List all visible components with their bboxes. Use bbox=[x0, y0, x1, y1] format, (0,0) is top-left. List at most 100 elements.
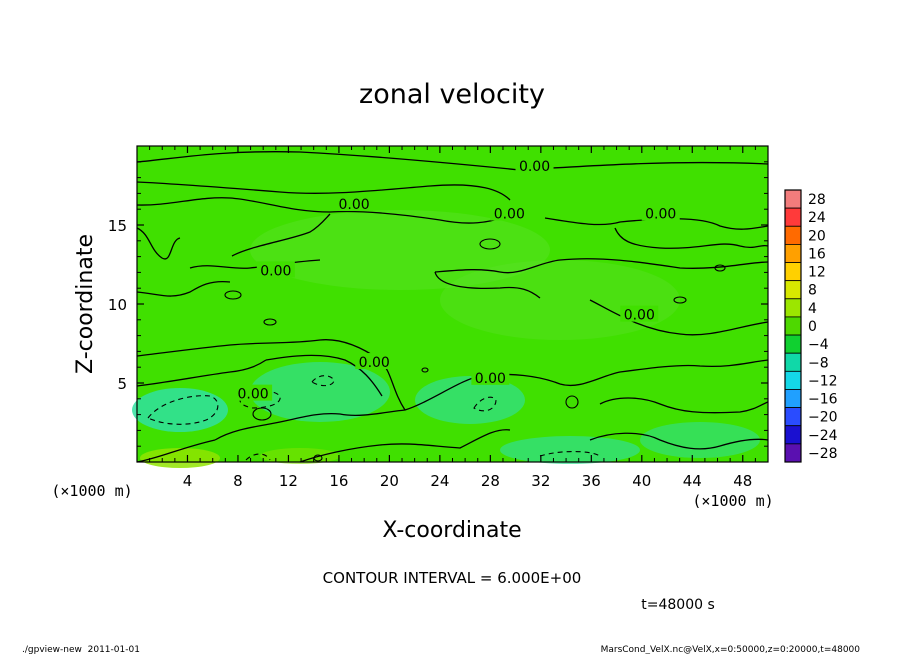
contour-line bbox=[599, 397, 769, 414]
contour-line bbox=[614, 227, 769, 249]
contour-labels: 0.00 0.00 0.00 0.00 0.00 0.00 0.00 0.00 0.00 bbox=[234, 157, 680, 403]
colorbar-label: −16 bbox=[808, 392, 838, 408]
colorbar-swatch bbox=[784, 443, 802, 463]
contour-line bbox=[136, 280, 231, 297]
contour-line bbox=[299, 429, 511, 463]
contour-label-bg bbox=[256, 261, 295, 278]
contour-line bbox=[265, 354, 383, 397]
small-contour-islands bbox=[224, 238, 726, 462]
contour-interval-text: CONTOUR INTERVAL = 6.000E+00 bbox=[323, 569, 582, 587]
contour-label: 0.00 bbox=[624, 308, 655, 324]
x-unit-right: (×1000 m) bbox=[692, 492, 773, 510]
contour-label: 0.00 bbox=[519, 159, 550, 175]
colorbar-swatch bbox=[784, 389, 802, 409]
colorbar-swatch bbox=[784, 352, 802, 372]
contour-island bbox=[673, 296, 687, 304]
colorbar-swatch bbox=[784, 189, 802, 209]
contour-line bbox=[434, 271, 541, 299]
contour-label-bg bbox=[641, 204, 680, 221]
colorbar: 28 24 20 16 12 8 4 0 −4 −8 −12 −16 −20 −24 −28 bbox=[784, 189, 838, 463]
colorbar-label: 16 bbox=[808, 246, 826, 262]
colorbar-label: 8 bbox=[808, 283, 817, 299]
field-patch-cyan bbox=[500, 436, 640, 464]
x-axis: 4 8 12 16 20 24 28 32 36 40 44 48 bbox=[149, 146, 756, 490]
contour-line bbox=[589, 432, 769, 450]
x-tick-label: 4 bbox=[183, 472, 193, 490]
x-tick-label: 28 bbox=[481, 472, 500, 490]
field-patch-yellow bbox=[260, 448, 340, 464]
colorbar-label: −20 bbox=[808, 410, 838, 426]
x-tick-label: 20 bbox=[380, 472, 399, 490]
dashed-contour bbox=[311, 375, 335, 387]
colorbar-swatch bbox=[784, 280, 802, 300]
contour-label: 0.00 bbox=[645, 207, 676, 223]
contour-line bbox=[136, 181, 511, 201]
field-patch-cyan bbox=[132, 388, 228, 432]
time-text: t=48000 s bbox=[641, 597, 715, 613]
field-patch-cyan bbox=[415, 376, 525, 424]
heatmap-field: 0.00 0.00 0.00 0.00 0.00 0.00 0.00 0.00 0.00 bbox=[132, 145, 769, 468]
contour-label: 0.00 bbox=[475, 371, 506, 387]
colorbar-swatch bbox=[784, 370, 802, 390]
contour-line bbox=[189, 259, 321, 269]
contour-label: 0.00 bbox=[238, 387, 269, 403]
y-axis: 5 10 15 bbox=[108, 161, 768, 447]
contour-label-bg bbox=[335, 195, 374, 212]
colorbar-swatch bbox=[784, 225, 802, 245]
contour-label-bg bbox=[234, 384, 273, 401]
colorbar-swatch bbox=[784, 262, 802, 282]
colorbar-label: 4 bbox=[808, 301, 817, 317]
colorbar-label: 12 bbox=[808, 265, 826, 281]
colorbar-swatch bbox=[784, 316, 802, 336]
chart-title: zonal velocity bbox=[359, 79, 545, 110]
y-tick-label: 10 bbox=[108, 296, 127, 314]
x-tick-label: 36 bbox=[582, 472, 601, 490]
colorbar-swatch bbox=[784, 425, 802, 445]
colorbar-label: −28 bbox=[808, 446, 838, 462]
contour-line bbox=[136, 227, 181, 260]
contour-line bbox=[136, 197, 501, 224]
contour-island bbox=[479, 238, 501, 250]
colorbar-swatch bbox=[784, 207, 802, 227]
contour-label-bg bbox=[471, 368, 510, 385]
colorbar-label: 28 bbox=[808, 192, 826, 208]
contour-label-bg bbox=[355, 353, 394, 370]
x-tick-label: 44 bbox=[683, 472, 702, 490]
y-tick-label: 15 bbox=[108, 217, 127, 235]
colorbar-frame bbox=[784, 189, 802, 463]
colorbar-label: −8 bbox=[808, 355, 829, 371]
contour-lines bbox=[136, 151, 769, 463]
x-tick-label: 8 bbox=[233, 472, 243, 490]
contour-island bbox=[714, 264, 726, 272]
contour-island bbox=[565, 395, 579, 409]
footer-left: ./gpview-new 2011-01-01 bbox=[22, 645, 140, 654]
contour-line bbox=[136, 359, 267, 387]
x-tick-label: 24 bbox=[430, 472, 449, 490]
dashed-contour bbox=[147, 395, 219, 425]
colorbar-label: 24 bbox=[808, 210, 826, 226]
colorbar-swatch bbox=[784, 243, 802, 263]
contour-label-bg bbox=[515, 157, 554, 174]
x-axis-label: X-coordinate bbox=[382, 518, 521, 543]
colorbar-label: 20 bbox=[808, 228, 826, 244]
contour-label-bg bbox=[620, 305, 659, 322]
field-patch-yellow bbox=[140, 448, 220, 468]
x-tick-label: 16 bbox=[329, 472, 348, 490]
field-patch-cyan bbox=[250, 362, 390, 422]
contour-line bbox=[589, 299, 769, 336]
field-patch-cyan bbox=[640, 422, 760, 458]
contour-line bbox=[231, 213, 331, 257]
contour-label: 0.00 bbox=[359, 355, 390, 371]
colorbar-swatch bbox=[784, 407, 802, 427]
y-axis-label: Z-coordinate bbox=[73, 234, 98, 374]
dashed-contour bbox=[473, 396, 497, 412]
colorbar-swatch bbox=[784, 298, 802, 318]
x-tick-label: 12 bbox=[279, 472, 298, 490]
x-tick-label: 40 bbox=[632, 472, 651, 490]
colorbar-label: 0 bbox=[808, 319, 817, 335]
contour-label-bg bbox=[490, 204, 529, 221]
dashed-contour bbox=[245, 453, 271, 461]
contour-island bbox=[421, 367, 429, 373]
contour-line bbox=[434, 258, 769, 274]
